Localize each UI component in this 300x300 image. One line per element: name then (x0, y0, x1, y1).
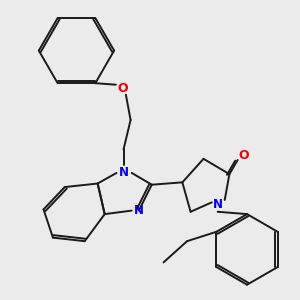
Text: N: N (118, 167, 128, 179)
Text: O: O (238, 149, 249, 162)
Text: N: N (134, 204, 144, 217)
Text: O: O (117, 82, 128, 95)
Text: N: N (213, 198, 223, 211)
